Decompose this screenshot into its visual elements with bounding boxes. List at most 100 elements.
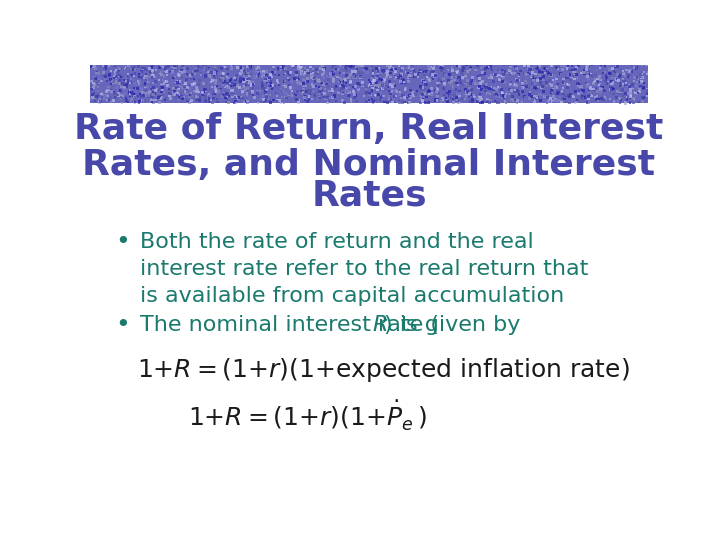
Point <box>272 64 284 73</box>
Point <box>447 84 459 93</box>
Point <box>512 77 523 85</box>
Point <box>198 87 210 96</box>
Point <box>123 72 135 81</box>
Point <box>261 67 273 76</box>
Point <box>629 95 640 104</box>
Point <box>545 65 557 74</box>
Point <box>566 74 577 83</box>
Point <box>109 60 121 69</box>
Point <box>137 91 148 100</box>
Point <box>138 96 150 105</box>
Point <box>151 90 163 98</box>
Point <box>279 79 291 88</box>
Point <box>529 70 541 78</box>
Point <box>141 73 153 82</box>
Point <box>387 66 399 75</box>
Point <box>534 89 546 97</box>
Point <box>569 75 580 84</box>
Point <box>408 65 420 74</box>
Point <box>629 65 641 73</box>
Point <box>108 85 120 93</box>
Point <box>102 96 113 104</box>
Point <box>382 70 394 78</box>
Point <box>220 77 231 85</box>
Point <box>296 63 307 71</box>
Point <box>308 82 320 91</box>
Point <box>119 63 130 71</box>
Point <box>104 62 115 70</box>
Point <box>466 77 477 85</box>
Point <box>304 89 315 97</box>
Point <box>156 83 168 91</box>
Point <box>614 94 626 103</box>
Point <box>236 64 248 73</box>
Point <box>315 85 326 93</box>
Point <box>145 68 156 77</box>
Point <box>291 95 302 104</box>
Point <box>307 75 319 83</box>
Point <box>461 60 472 69</box>
Point <box>451 68 462 77</box>
Point <box>480 65 491 73</box>
Point <box>430 71 441 80</box>
Point <box>240 81 252 90</box>
Point <box>160 89 171 98</box>
Point <box>449 76 460 84</box>
Point <box>185 89 197 97</box>
Point <box>438 84 449 93</box>
Point <box>266 72 278 81</box>
Point <box>504 85 516 93</box>
Point <box>403 61 415 70</box>
Point <box>455 78 467 87</box>
Point <box>336 75 347 84</box>
Point <box>408 67 420 76</box>
Point <box>323 94 334 103</box>
Point <box>223 89 235 97</box>
Point <box>365 63 377 72</box>
Point <box>431 96 443 104</box>
Point <box>402 89 413 97</box>
Point <box>189 79 201 87</box>
Point <box>377 81 389 90</box>
Point <box>599 62 611 70</box>
Point <box>111 96 122 104</box>
Point <box>636 70 648 78</box>
Point <box>159 67 171 76</box>
Point <box>376 79 387 88</box>
Point <box>310 77 321 86</box>
Point <box>505 95 517 104</box>
Point <box>540 65 552 74</box>
Point <box>271 91 283 100</box>
Point <box>174 89 186 97</box>
Point <box>189 94 201 103</box>
Point <box>285 89 297 97</box>
Point <box>85 81 96 90</box>
Point <box>150 79 161 88</box>
Point <box>99 91 111 99</box>
Point <box>308 97 320 106</box>
Point <box>377 80 388 89</box>
Point <box>568 68 580 76</box>
Point <box>125 78 136 87</box>
Point <box>92 91 104 100</box>
Point <box>163 84 175 92</box>
Point <box>596 85 608 94</box>
Point <box>122 79 134 87</box>
Point <box>588 85 599 93</box>
Point <box>454 62 465 71</box>
Point <box>526 72 537 80</box>
Point <box>242 86 253 94</box>
Point <box>383 94 395 103</box>
Point <box>377 66 389 75</box>
Point <box>390 67 401 76</box>
Point <box>594 72 606 80</box>
Point <box>185 91 197 100</box>
Point <box>464 89 475 98</box>
Point <box>513 87 524 96</box>
Point <box>505 65 516 74</box>
Point <box>598 91 610 99</box>
Point <box>338 98 350 106</box>
Point <box>292 78 304 87</box>
Point <box>114 95 125 104</box>
Point <box>343 73 355 82</box>
